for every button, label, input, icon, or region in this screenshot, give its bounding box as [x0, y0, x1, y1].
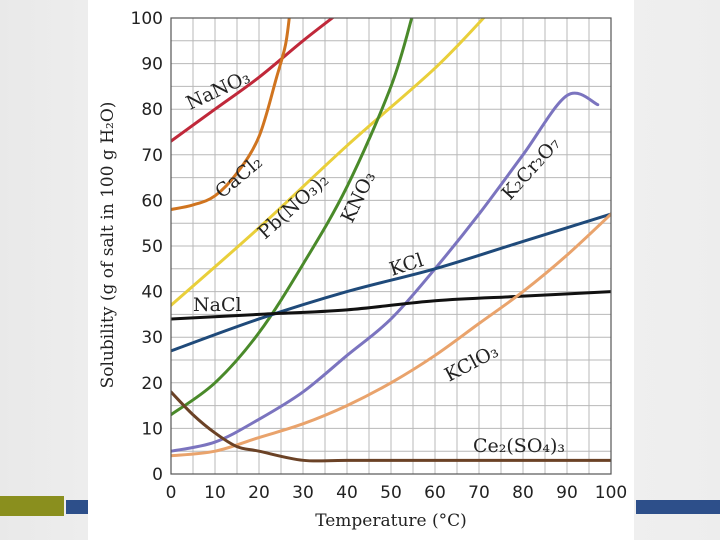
x-tick-label: 0	[166, 483, 177, 503]
x-tick-label: 100	[595, 483, 627, 503]
x-tick-label: 10	[204, 483, 226, 503]
x-tick-label: 90	[556, 483, 578, 503]
label-kclo3: KClO₃	[441, 340, 502, 386]
label-ce2so43: Ce₂(SO₄)₃	[473, 435, 565, 457]
decor-blue-block-left	[66, 500, 90, 514]
y-tick-label: 70	[141, 146, 163, 166]
series-line-kcl	[171, 212, 611, 353]
series-line-nano3	[171, 18, 335, 143]
y-tick-label: 0	[152, 465, 163, 485]
x-tick-label: 40	[336, 483, 358, 503]
y-tick-label: 60	[141, 191, 163, 211]
x-axis-title: Temperature (°C)	[315, 511, 467, 531]
decor-blue-block-right	[636, 500, 720, 514]
plot-frame	[170, 17, 612, 475]
y-tick-label: 20	[141, 374, 163, 394]
x-tick-label: 80	[512, 483, 534, 503]
y-tick-label: 10	[141, 419, 163, 439]
x-tick-label: 20	[248, 483, 270, 503]
label-kcl: KCl	[387, 249, 426, 281]
x-tick-label: 60	[424, 483, 446, 503]
x-tick-label: 70	[468, 483, 490, 503]
series-line-ce2so43	[171, 390, 611, 463]
y-tick-label: 100	[131, 9, 163, 29]
grid-lines	[171, 18, 611, 474]
y-axis-title: Solubility (g of salt in 100 g H₂O)	[98, 102, 118, 389]
series-lines	[171, 18, 611, 463]
series-line-nacl	[171, 290, 611, 321]
x-tick-label: 30	[292, 483, 314, 503]
label-nacl: NaCl	[193, 294, 242, 316]
label-cacl2: CaCl₂	[211, 151, 267, 203]
y-tick-label: 50	[141, 237, 163, 257]
y-tick-label: 90	[141, 55, 163, 75]
x-tick-label: 50	[380, 483, 402, 503]
tick-labels: 0 10 20 30 40 50 60 70 80 90 100 0 10 20 30 40 50 60 70 80 9…	[131, 9, 628, 503]
series-line-pbno32	[171, 18, 486, 307]
series-line-kclo3	[171, 212, 611, 458]
y-tick-label: 40	[141, 283, 163, 303]
series-line-kno3	[171, 18, 414, 417]
series-line-cacl2	[171, 18, 291, 212]
decor-olive-block	[0, 496, 64, 516]
series-line-k2cr2o7	[171, 91, 600, 453]
y-tick-label: 30	[141, 328, 163, 348]
y-tick-label: 80	[141, 100, 163, 120]
